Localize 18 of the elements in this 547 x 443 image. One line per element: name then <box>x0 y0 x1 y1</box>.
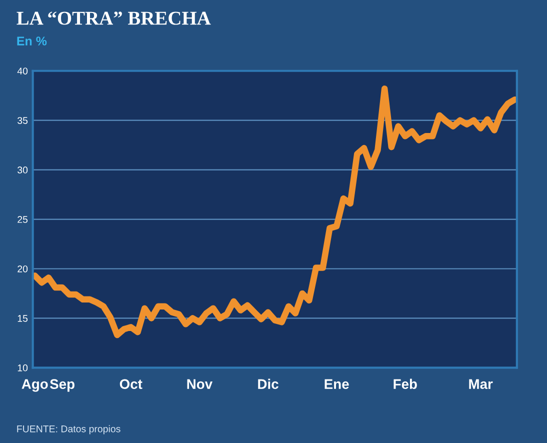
x-tick-label: Ene <box>324 379 349 390</box>
x-tick-label: Sep <box>50 379 74 392</box>
y-tick-label: 10 <box>18 364 28 372</box>
x-tick-label: Oct <box>120 379 142 390</box>
x-tick-label: Feb <box>394 378 417 390</box>
x-tick-label: Nov <box>187 379 212 390</box>
source-note: FUENTE: Datos propios <box>17 425 120 434</box>
y-tick-label: 30 <box>18 166 28 174</box>
y-tick-label: 20 <box>18 265 28 272</box>
y-tick-label: 25 <box>18 216 28 223</box>
x-tick-label: Dic <box>258 378 278 390</box>
y-tick-label: 35 <box>18 117 28 124</box>
x-tick-label: Mar <box>469 379 493 390</box>
y-tick-label: 15 <box>18 315 28 322</box>
y-tick-label: 40 <box>17 68 28 74</box>
x-tick-label: Ago <box>22 379 48 392</box>
chart-title: LA “OTRA” BRECHA <box>16 12 211 25</box>
chart-subtitle: En % <box>17 36 47 46</box>
